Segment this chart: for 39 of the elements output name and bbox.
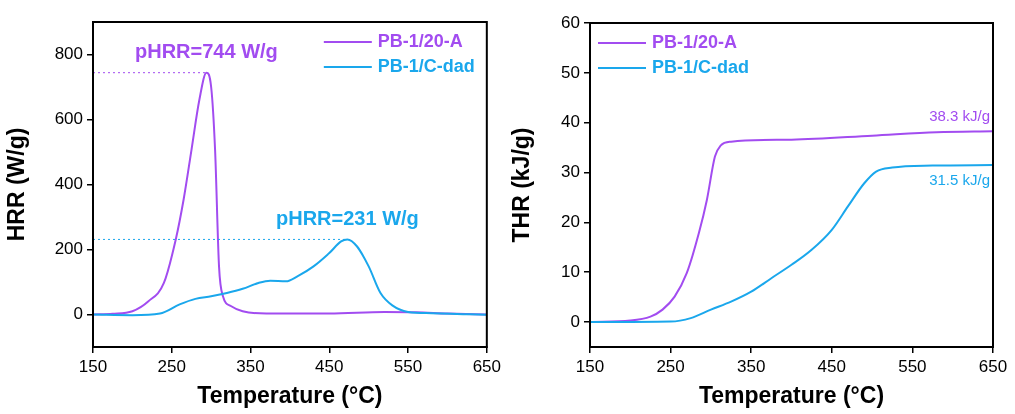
y-tick-label: 400 bbox=[54, 174, 83, 194]
x-tick-label: 150 bbox=[78, 356, 108, 376]
x-tick-label: 350 bbox=[737, 356, 766, 376]
x-tick-label: 650 bbox=[978, 356, 1008, 376]
line-series bbox=[93, 71, 487, 316]
x-tick-label: 250 bbox=[157, 356, 186, 376]
y-tick-label: 200 bbox=[54, 239, 83, 259]
y-axis-title: THR (kJ/g) bbox=[508, 127, 535, 243]
y-tick-label: 40 bbox=[561, 112, 580, 132]
ref-line-label: pHRR=744 W/g bbox=[135, 40, 278, 63]
x-tick-label: 150 bbox=[575, 356, 605, 376]
x-tick-label: 350 bbox=[236, 356, 265, 376]
legend-label: PB-1/C-dad bbox=[377, 55, 475, 76]
x-tick-label: 450 bbox=[315, 356, 344, 376]
y-tick-label: 50 bbox=[561, 62, 580, 82]
x-tick-label: 550 bbox=[898, 356, 927, 376]
y-tick-label: 800 bbox=[54, 44, 83, 64]
x-tick-label: 550 bbox=[393, 356, 423, 376]
x-axis-title: Temperature (°C) bbox=[698, 381, 885, 408]
x-tick-label: 250 bbox=[656, 356, 685, 376]
legend-label: PB-1/20-A bbox=[377, 30, 463, 51]
annotation: 31.5 kJ/g bbox=[929, 170, 990, 188]
legend-label: PB-1/20-A bbox=[652, 31, 738, 52]
x-tick-label: 650 bbox=[472, 356, 502, 376]
y-tick-label: 20 bbox=[561, 212, 580, 232]
y-tick-label: 10 bbox=[561, 261, 580, 281]
y-tick-label: 0 bbox=[73, 304, 83, 324]
y-tick-label: 30 bbox=[561, 162, 580, 182]
line-series bbox=[93, 238, 487, 317]
annotation: 38.3 kJ/g bbox=[929, 106, 990, 124]
x-tick-label: 450 bbox=[817, 356, 846, 376]
x-axis-title: Temperature (°C) bbox=[197, 381, 383, 408]
y-axis-title: HRR (W/g) bbox=[3, 127, 30, 242]
y-tick-label: 60 bbox=[561, 12, 580, 32]
line-series bbox=[590, 164, 993, 324]
y-tick-label: 0 bbox=[570, 311, 580, 331]
y-tick-label: 600 bbox=[54, 109, 83, 129]
ref-line-label: pHRR=231 W/g bbox=[276, 206, 419, 229]
legend-label: PB-1/C-dad bbox=[652, 56, 750, 77]
